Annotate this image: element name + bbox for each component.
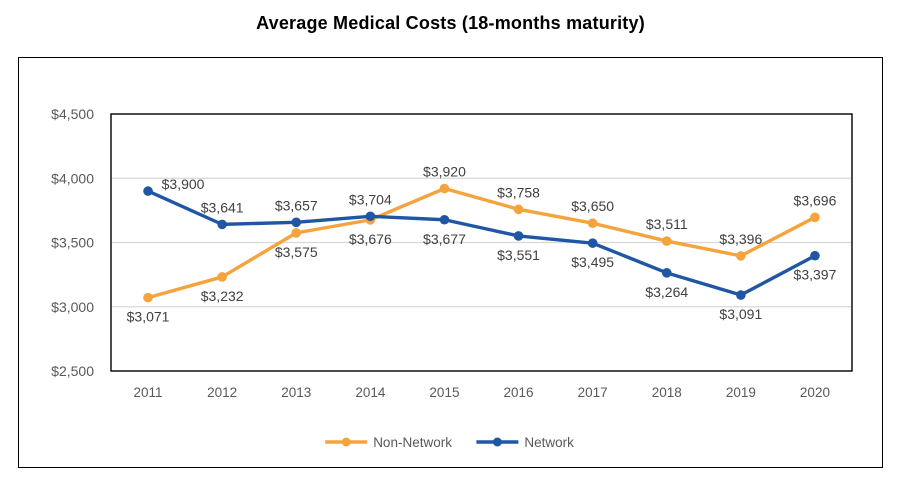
legend-item-network: Network: [476, 435, 574, 450]
data-point-marker-non-network: [143, 292, 153, 303]
x-axis-tick-label: 2018: [652, 385, 682, 400]
data-label-non-network: $3,696: [794, 192, 837, 208]
data-point-marker-network: [143, 186, 153, 196]
y-axis-tick-label: $4,500: [51, 106, 94, 122]
legend-label: Network: [524, 435, 574, 450]
x-axis-tick-label: 2012: [207, 385, 237, 400]
y-axis-tick-label: $3,500: [51, 235, 94, 251]
series-line-non-network: [146, 186, 817, 300]
legend-item-non-network: Non-Network: [325, 435, 452, 450]
data-point-marker-non-network: [661, 236, 672, 246]
data-label-network: $3,641: [201, 199, 244, 215]
data-point-marker-non-network: [217, 272, 227, 282]
data-label-non-network: $3,650: [571, 198, 614, 214]
data-point-marker-network: [587, 238, 598, 248]
x-axis-tick-label: 2014: [355, 385, 386, 400]
data-label-network: $3,551: [497, 247, 540, 263]
data-label-network: $3,264: [645, 284, 688, 300]
data-point-marker-non-network: [736, 251, 746, 261]
data-label-network: $3,704: [349, 191, 392, 207]
data-label-network: $3,397: [794, 267, 837, 283]
x-axis-tick-label: 2020: [800, 385, 830, 400]
data-label-non-network: $3,511: [646, 216, 688, 232]
x-axis-tick-label: 2015: [429, 385, 459, 400]
data-label-non-network: $3,232: [201, 288, 244, 304]
chart-title: Average Medical Costs (18-months maturit…: [256, 13, 645, 33]
data-point-marker-non-network: [810, 212, 820, 223]
y-axis-tick-label: $2,500: [51, 363, 94, 379]
x-axis-tick-label: 2013: [281, 385, 311, 400]
x-axis-tick-label: 2017: [578, 385, 608, 400]
data-label-non-network: $3,071: [127, 309, 170, 325]
data-point-marker-network: [365, 211, 376, 222]
data-label-non-network: $3,575: [275, 244, 318, 260]
y-axis-tick-label: $3,000: [51, 299, 94, 315]
y-axis-tick-label: $4,000: [51, 170, 94, 186]
data-point-marker-network: [513, 231, 524, 241]
x-axis-tick-label: 2011: [134, 385, 163, 400]
data-point-marker-non-network: [587, 218, 598, 229]
data-point-marker-network: [217, 219, 227, 230]
data-label-network: $3,657: [275, 197, 318, 213]
data-point-marker-network: [810, 250, 820, 261]
chart-frame: $4,500 $4,000 $3,500 $3,000 $2,500 2011 2012 20…: [18, 57, 883, 468]
x-axis-tick-label: 2019: [726, 385, 756, 400]
line-chart-canvas: $4,500 $4,000 $3,500 $3,000 $2,500 2011 2012 20…: [51, 106, 853, 450]
data-label-network: $3,900: [162, 176, 205, 192]
data-label-non-network: $3,758: [497, 184, 540, 200]
data-point-marker-non-network: [439, 183, 450, 194]
data-label-non-network: $3,396: [719, 231, 762, 247]
data-point-marker-non-network: [513, 204, 524, 215]
series-line-network: [146, 189, 817, 297]
x-axis-tick-label: 2016: [504, 385, 534, 400]
legend-label: Non-Network: [373, 435, 452, 450]
plot-area-border: [110, 113, 853, 372]
data-label-network: $3,677: [423, 231, 466, 247]
data-point-marker-network: [736, 290, 746, 300]
data-label-non-network: $3,676: [349, 231, 392, 247]
data-point-marker-network: [439, 214, 450, 225]
data-point-marker-network: [661, 268, 672, 278]
legend-marker-dot: [341, 437, 351, 447]
data-label-non-network: $3,920: [423, 164, 466, 180]
data-label-network: $3,495: [571, 254, 614, 270]
data-label-network: $3,091: [719, 306, 762, 322]
legend-marker-dot: [492, 437, 502, 447]
legend: Non-Network Network: [325, 435, 574, 450]
data-point-marker-network: [291, 217, 302, 228]
data-point-marker-non-network: [291, 228, 302, 238]
